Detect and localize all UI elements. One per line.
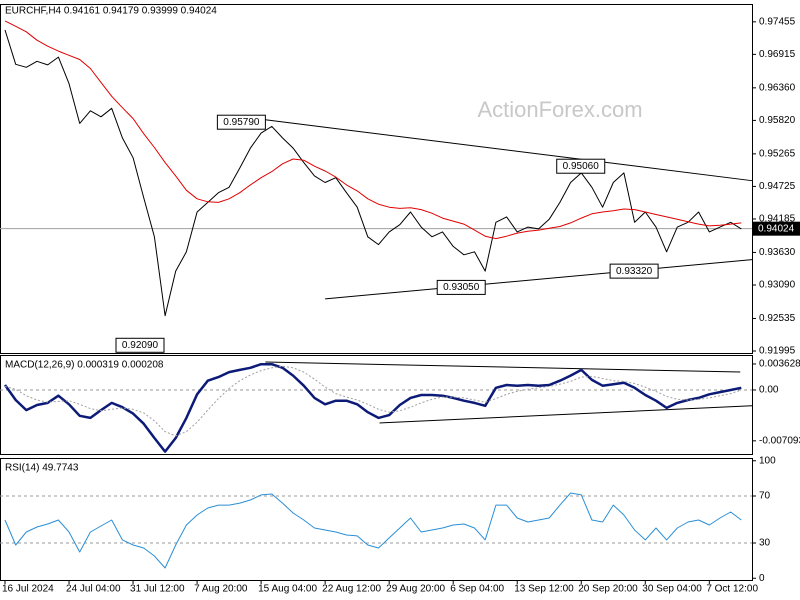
trendline (379, 405, 753, 424)
price-annotation-label: 0.93050 (443, 282, 480, 293)
x-tick-label: 15 Aug 04:00 (258, 584, 317, 595)
x-tick-label: 7 Oct 12:00 (706, 584, 758, 595)
price-annotation-box (609, 263, 659, 279)
y-tick-label: 0.95820 (759, 115, 796, 126)
x-tick-label: 29 Aug 20:00 (386, 584, 445, 595)
y-tick-label: 0.93090 (759, 280, 796, 291)
price-annotation-label: 0.93320 (616, 266, 653, 277)
price-annotation-label: 0.95060 (563, 161, 600, 172)
y-tick-label: 0.95265 (759, 148, 796, 159)
y-tick-label: -0.007093 (759, 435, 800, 446)
trendline (265, 361, 741, 373)
x-tick-label: 30 Sep 04:00 (642, 584, 702, 595)
x-tick-label: 22 Aug 12:00 (322, 584, 381, 595)
y-tick-label: 0.00 (759, 385, 779, 396)
macd-panel-title: MACD(12,26,9) 0.000319 0.000208 (5, 360, 164, 371)
x-tick-label: 16 Jul 2024 (2, 584, 54, 595)
y-tick-label: 0.92535 (759, 313, 796, 324)
y-tick-label: 0.96915 (759, 49, 796, 60)
x-tick-label: 24 Jul 04:00 (66, 584, 121, 595)
y-tick-label: 100 (759, 455, 776, 466)
watermark: ActionForex.com (477, 97, 642, 122)
rsi-panel-title: RSI(14) 49.7743 (5, 463, 79, 474)
price-annotation-label: 0.95790 (223, 117, 260, 128)
series-line (4, 492, 742, 569)
price-annotation-box (216, 114, 266, 130)
y-tick-label: 70 (759, 491, 771, 502)
price-annotation-label: 0.92090 (122, 340, 159, 351)
price-panel-frame (0, 4, 753, 354)
price-annotation-box (436, 279, 486, 295)
x-tick-label: 6 Sep 04:00 (450, 584, 504, 595)
y-tick-label: 0.97455 (759, 16, 796, 27)
series-line (4, 29, 742, 317)
y-tick-label: 0.94185 (759, 214, 796, 225)
y-tick-label: 30 (759, 538, 771, 549)
trendline (265, 119, 753, 182)
y-tick-label: 0.003628 (759, 359, 800, 370)
rsi-panel-frame (0, 458, 753, 581)
price-annotation-box (115, 337, 165, 353)
last-price-box (753, 221, 800, 236)
y-tick-label: 0.96360 (759, 82, 796, 93)
x-tick-label: 31 Jul 12:00 (130, 584, 185, 595)
series-line (3, 362, 742, 453)
price-panel-title: EURCHF,H4 0.94161 0.94179 0.93999 0.9402… (5, 6, 217, 17)
x-tick-label: 13 Sep 12:00 (514, 584, 574, 595)
series-line (4, 20, 742, 240)
x-tick-label: 20 Sep 20:00 (578, 584, 638, 595)
x-tick-label: 7 Aug 20:00 (194, 584, 248, 595)
y-tick-label: 0.93630 (759, 247, 796, 258)
last-price-label: 0.94024 (758, 223, 795, 234)
y-tick-label: 0 (759, 573, 765, 584)
macd-panel-frame (0, 355, 753, 455)
y-tick-label: 0.91995 (759, 346, 796, 357)
y-tick-label: 0.94725 (759, 181, 796, 192)
series-line (4, 365, 742, 437)
price-annotation-box (556, 158, 606, 174)
trendline (325, 259, 753, 300)
